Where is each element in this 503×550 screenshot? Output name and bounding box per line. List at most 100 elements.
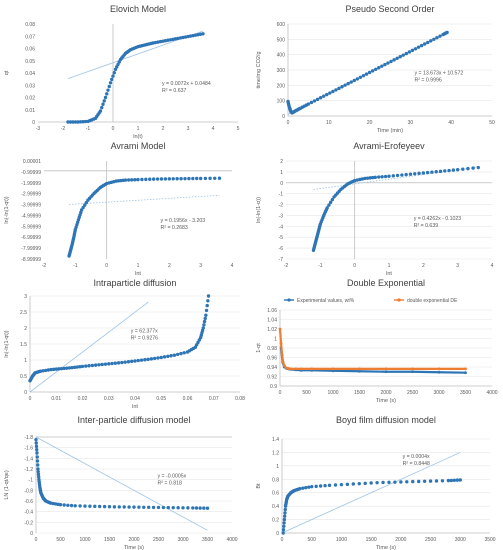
legend-entry: Experimental values, wt% xyxy=(297,298,355,304)
x-axis-label: ln(t) xyxy=(133,134,143,140)
data-point xyxy=(171,177,175,181)
data-point xyxy=(432,37,436,41)
data-point xyxy=(81,205,85,210)
data-point xyxy=(62,503,66,507)
y-tick-label: -6.99999 xyxy=(21,235,41,241)
data-point xyxy=(461,167,465,171)
data-point xyxy=(318,96,323,100)
data-point xyxy=(151,177,156,181)
data-point xyxy=(195,176,199,181)
data-point xyxy=(146,357,150,362)
x-tick-label: 1500 xyxy=(354,390,365,396)
x-tick-label: 3500 xyxy=(460,390,471,396)
data-point xyxy=(399,480,403,484)
y-tick-label: 2.5 xyxy=(20,310,27,316)
x-tick-label: 2 xyxy=(162,126,165,132)
data-point xyxy=(78,365,82,369)
trendline-annotation: R² = 0.818 xyxy=(158,480,182,486)
x-tick-label: 3 xyxy=(199,263,202,269)
data-point xyxy=(355,77,360,81)
data-point xyxy=(97,363,101,367)
data-point xyxy=(147,505,151,510)
x-tick-label: 3000 xyxy=(433,390,444,396)
boyd-chart: Boyd film diffusion model 0 0.2 0.4 0.6 0.8 1 1… xyxy=(256,415,496,550)
data-point xyxy=(102,504,107,509)
data-point xyxy=(380,64,384,68)
trendline-annotation: y = 13.673x + 10.572 xyxy=(414,71,463,77)
data-point xyxy=(204,308,209,313)
data-point xyxy=(72,365,77,370)
data-point xyxy=(166,354,170,359)
trendline-annotation: y = 0.4262x - 0.1023 xyxy=(414,216,462,222)
y-tick-label: -1 xyxy=(279,192,284,198)
data-point xyxy=(377,66,381,70)
data-point xyxy=(122,505,126,509)
data-point xyxy=(73,120,78,124)
data-point xyxy=(186,506,190,510)
y-tick-label: 0 xyxy=(282,114,285,120)
data-point xyxy=(167,177,172,181)
x-tick-label: 4000 xyxy=(226,537,237,543)
x-tick-label: -1 xyxy=(86,126,91,132)
x-tick-label: 20 xyxy=(367,120,373,126)
data-point xyxy=(447,168,451,173)
x-axis-label: Time (s) xyxy=(376,398,396,404)
data-point xyxy=(328,91,332,95)
y-tick-label: 1.2 xyxy=(272,450,279,456)
x-tick-label: 500 xyxy=(56,537,65,543)
data-point xyxy=(155,177,160,181)
data-point xyxy=(166,505,170,510)
x-tick-label: 2 xyxy=(168,263,171,269)
interparticle-chart: Inter-particle diffusion model 0 -0.2 -0.4 -… xyxy=(4,415,238,550)
x-axis-label: Time (min) xyxy=(377,128,403,134)
data-point xyxy=(360,177,365,181)
data-point xyxy=(281,360,285,364)
data-point xyxy=(206,294,211,298)
trendline xyxy=(29,301,149,393)
data-point xyxy=(54,367,58,371)
data-point xyxy=(103,95,108,100)
data-point xyxy=(198,176,203,181)
data-point xyxy=(46,368,51,372)
data-point xyxy=(282,517,287,522)
data-point xyxy=(471,166,475,170)
x-tick-label: 3 xyxy=(456,263,459,269)
y-tick-label: 0.8 xyxy=(272,477,279,483)
data-point xyxy=(84,200,89,205)
x-axis-label: Time (s) xyxy=(376,545,396,550)
x-tick-label: 1 xyxy=(137,126,140,132)
data-point xyxy=(282,521,286,525)
data-point xyxy=(374,67,378,72)
data-point xyxy=(67,366,72,370)
data-point xyxy=(123,178,128,182)
y-tick-label: -7.99999 xyxy=(21,246,41,252)
data-point xyxy=(35,447,39,452)
data-point xyxy=(279,341,283,345)
data-point xyxy=(142,505,146,509)
trendline-annotation: y = 0.1956x - 3.203 xyxy=(161,218,206,224)
data-point xyxy=(113,361,118,365)
x-tick-label: 5 xyxy=(237,126,240,132)
data-point xyxy=(110,361,114,366)
data-point xyxy=(100,362,104,367)
data-point xyxy=(430,170,434,174)
data-point xyxy=(400,173,404,177)
data-point xyxy=(352,78,356,83)
x-tick-label: 0 xyxy=(279,390,282,396)
y-axis-label: ln(-ln(1-qt)) xyxy=(4,330,10,357)
data-point xyxy=(217,176,222,180)
data-point xyxy=(205,506,210,510)
data-point xyxy=(213,176,217,180)
data-point xyxy=(78,120,83,124)
data-point xyxy=(93,363,98,367)
legend-dot xyxy=(397,298,401,302)
data-point xyxy=(440,479,445,483)
x-tick-label: 2500 xyxy=(153,537,164,543)
data-point xyxy=(365,176,370,180)
y-tick-label: -1.4 xyxy=(24,456,33,462)
data-point xyxy=(179,351,183,356)
data-point xyxy=(438,169,443,174)
data-point xyxy=(175,352,180,357)
x-tick-label: -2 xyxy=(284,263,289,269)
data-point xyxy=(283,507,287,512)
